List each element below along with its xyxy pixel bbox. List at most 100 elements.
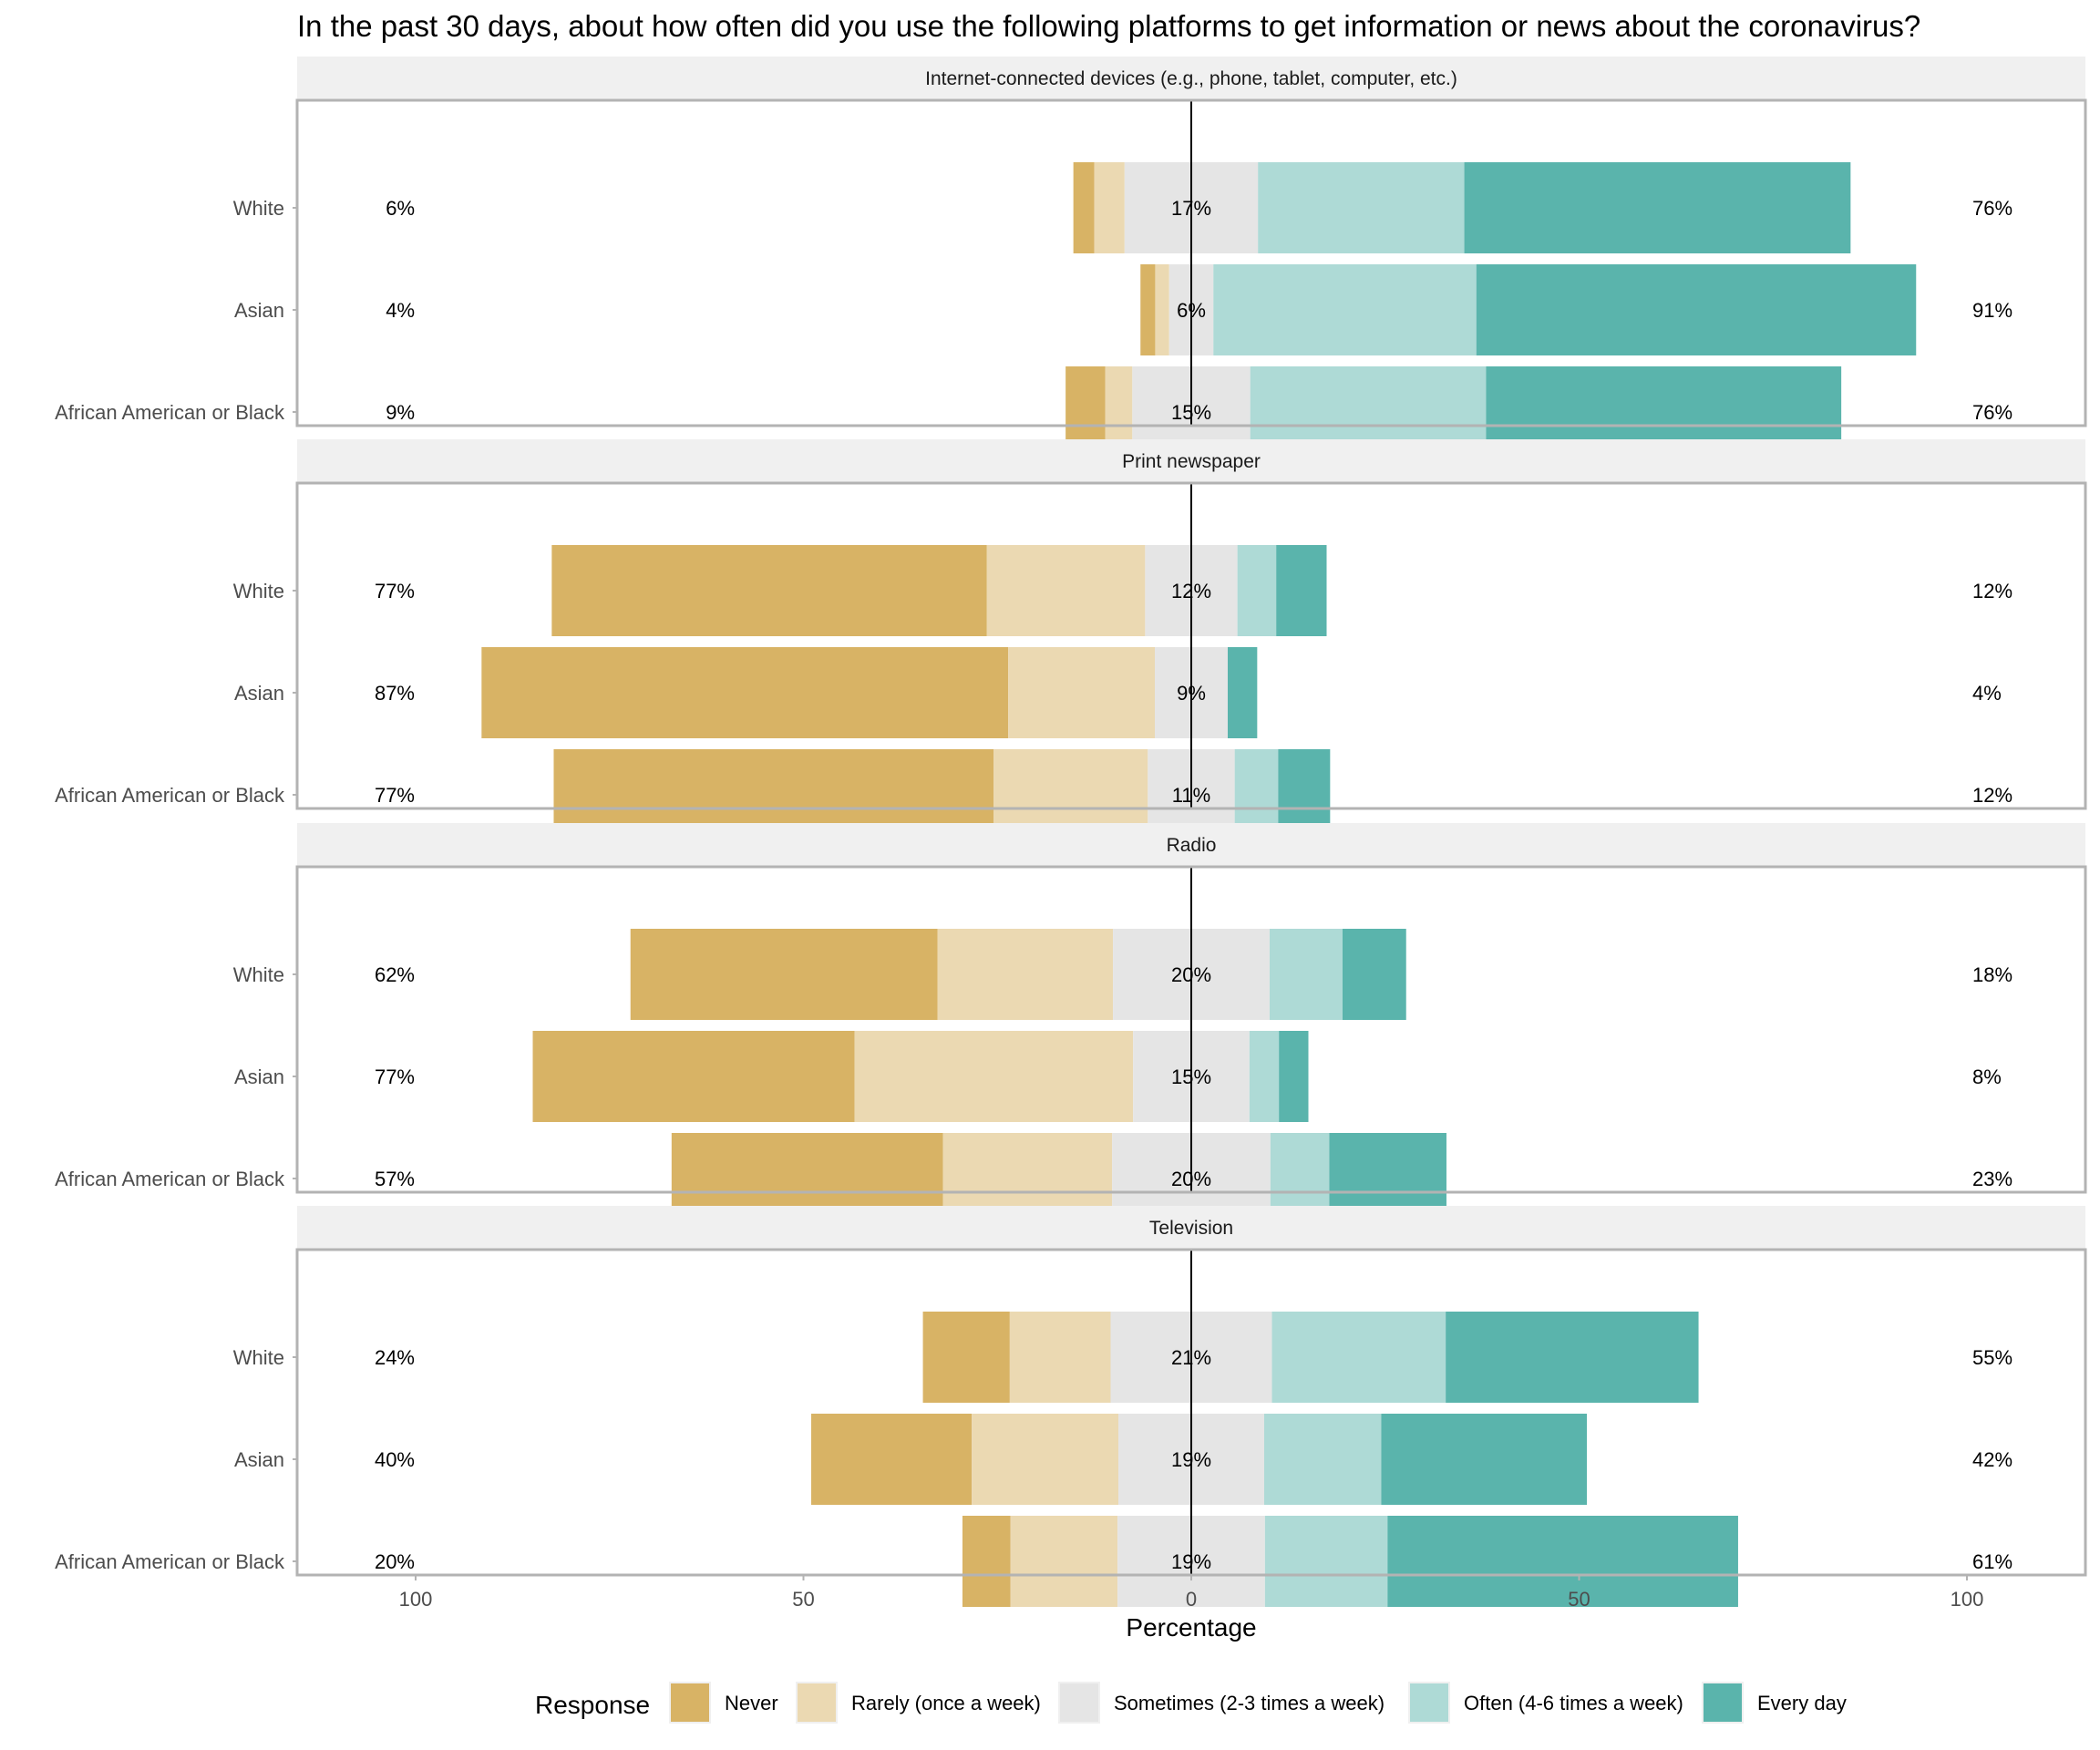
bar-row-asian: Asian 87% 9% 4% [234, 647, 2002, 738]
high-percent-label: 42% [1972, 1448, 2012, 1471]
bar-row-white: White 6% 17% 76% [233, 162, 2012, 253]
legend-key-swatch [1408, 1682, 1450, 1724]
high-percent-label: 23% [1972, 1168, 2012, 1190]
high-percent-label: 12% [1972, 580, 2012, 602]
bar-segment-rarely [854, 1031, 1134, 1122]
low-percent-label: 9% [386, 401, 415, 424]
bar-segment-every [1381, 1414, 1588, 1505]
bar-segment-often [1271, 1312, 1446, 1403]
y-axis-label: African American or Black [55, 784, 285, 807]
low-percent-label: 40% [375, 1448, 415, 1471]
bar-segment-every [1227, 647, 1258, 738]
high-percent-label: 18% [1972, 963, 2012, 986]
bar-segment-never [811, 1414, 973, 1505]
high-percent-label: 8% [1972, 1065, 2002, 1088]
bar-segment-rarely [1010, 1516, 1118, 1607]
bar-segment-every [1276, 545, 1327, 636]
x-tick-label: 50 [792, 1588, 814, 1611]
facet-strip-label: Internet-connected devices (e.g., phone,… [925, 68, 1457, 89]
legend-key-swatch [1702, 1682, 1744, 1724]
high-percent-label: 61% [1972, 1550, 2012, 1573]
legend-label: Rarely (once a week) [851, 1692, 1041, 1714]
bar-segment-never [481, 647, 1009, 738]
legend-label: Every day [1757, 1692, 1847, 1714]
bar-segment-often [1213, 264, 1477, 355]
legend-key-swatch [1058, 1682, 1100, 1724]
low-percent-label: 62% [375, 963, 415, 986]
low-percent-label: 77% [375, 580, 415, 602]
y-axis-label: African American or Black [55, 1550, 285, 1573]
x-axis-title: Percentage [1126, 1613, 1256, 1642]
facet-strip-label: Television [1149, 1218, 1233, 1239]
legend-key-swatch [669, 1682, 711, 1724]
bar-segment-every [1464, 162, 1851, 253]
high-percent-label: 4% [1972, 682, 2002, 705]
legend: Response Never Rarely (once a week) Someti… [535, 1682, 1847, 1724]
bar-segment-rarely [1009, 1312, 1111, 1403]
x-axis: 100 50 0 50 100 [399, 1575, 1984, 1611]
low-percent-label: 77% [375, 1065, 415, 1088]
facet-strip [297, 439, 2085, 483]
bar-segment-rarely [937, 929, 1114, 1020]
bar-segment-never [551, 545, 987, 636]
legend-item: Rarely (once a week) [796, 1682, 1041, 1724]
panel-border [295, 865, 2087, 1194]
high-percent-label: 76% [1972, 197, 2012, 220]
x-tick-label: 100 [1951, 1588, 1984, 1611]
chart-title: In the past 30 days, about how often did… [297, 9, 1920, 43]
y-axis-label: White [233, 1346, 284, 1369]
y-axis-label: African American or Black [55, 1168, 285, 1190]
y-axis-label: White [233, 963, 284, 986]
bar-segment-rarely [1155, 264, 1169, 355]
bar-segment-every [1446, 1312, 1699, 1403]
facet-strip [297, 1206, 2085, 1250]
bar-row-white: White 77% 12% 12% [233, 545, 2012, 636]
x-tick-label: 50 [1568, 1588, 1590, 1611]
y-axis-label: White [233, 580, 284, 602]
low-percent-label: 4% [386, 299, 415, 322]
high-percent-label: 91% [1972, 299, 2012, 322]
legend-title: Response [535, 1691, 650, 1719]
panel-border [295, 98, 2087, 427]
bar-segment-every [1279, 1031, 1309, 1122]
bar-segment-often [1269, 929, 1343, 1020]
bar-row-white: White 24% 21% 55% [233, 1312, 2012, 1403]
x-tick-label: 100 [399, 1588, 433, 1611]
bar-segment-often [1249, 1031, 1280, 1122]
low-percent-label: 87% [375, 682, 415, 705]
bar-segment-often [1258, 162, 1465, 253]
bar-segment-rarely [972, 1414, 1119, 1505]
low-percent-label: 77% [375, 784, 415, 807]
y-axis-label: Asian [234, 682, 284, 705]
y-axis-label: African American or Black [55, 401, 285, 424]
legend-item: Often (4-6 times a week) [1408, 1682, 1683, 1724]
legend-key-swatch [796, 1682, 838, 1724]
bar-segment-never [962, 1516, 1011, 1607]
y-axis-label: White [233, 197, 284, 220]
y-axis-label: Asian [234, 1065, 284, 1088]
bar-segment-never [630, 929, 938, 1020]
high-percent-label: 12% [1972, 784, 2012, 807]
bar-segment-often [1264, 1516, 1388, 1607]
legend-label: Sometimes (2-3 times a week) [1114, 1692, 1385, 1714]
bar-segment-rarely [986, 545, 1146, 636]
legend-label: Often (4-6 times a week) [1464, 1692, 1683, 1714]
bar-segment-often [1263, 1414, 1382, 1505]
facet-strip [297, 823, 2085, 867]
bar-segment-every [1342, 929, 1406, 1020]
y-axis-label: Asian [234, 1448, 284, 1471]
bar-segment-never [1140, 264, 1156, 355]
facet-strip [297, 57, 2085, 100]
bar-segment-often [1237, 545, 1277, 636]
high-percent-label: 76% [1972, 401, 2012, 424]
facet-1: Internet-connected devices (e.g., phone,… [55, 57, 2087, 458]
legend-item: Never [669, 1682, 778, 1724]
legend-label: Never [725, 1692, 778, 1714]
low-percent-label: 24% [375, 1346, 415, 1369]
facets: Internet-connected devices (e.g., phone,… [55, 57, 2087, 1607]
low-percent-label: 57% [375, 1168, 415, 1190]
bar-segment-never [922, 1312, 1010, 1403]
bar-segment-never [1073, 162, 1095, 253]
